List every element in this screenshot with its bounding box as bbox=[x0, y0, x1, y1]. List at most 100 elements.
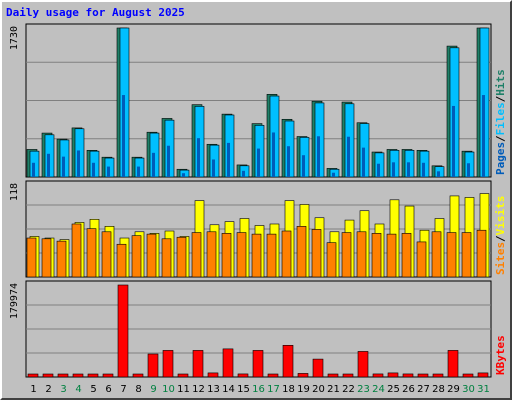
sites-bar bbox=[161, 238, 172, 278]
pages-bar bbox=[317, 136, 320, 177]
kbytes-bar bbox=[417, 373, 429, 378]
kbytes-bar bbox=[432, 373, 444, 378]
pages-bar bbox=[482, 95, 485, 177]
kbytes-bar bbox=[42, 373, 54, 378]
x-tick-label: 13 bbox=[207, 384, 220, 395]
x-tick-label: 16 bbox=[252, 384, 265, 395]
pages-bar bbox=[62, 156, 65, 177]
pages-bar bbox=[212, 159, 215, 177]
pages-bar bbox=[362, 147, 365, 177]
y-max-label: 179974 bbox=[9, 283, 20, 319]
sites-bar bbox=[266, 233, 277, 278]
y-max-label: 1730 bbox=[9, 26, 20, 50]
kbytes-bar bbox=[192, 350, 204, 378]
kbytes-bar bbox=[72, 373, 84, 378]
sites-bar bbox=[341, 232, 352, 278]
sites-bar bbox=[206, 231, 217, 278]
pages-bar bbox=[107, 166, 110, 177]
sites-bar bbox=[386, 233, 397, 278]
pages-bar bbox=[32, 162, 35, 177]
kbytes-bar bbox=[327, 373, 339, 378]
x-tick-label: 30 bbox=[462, 384, 475, 395]
pages-bar bbox=[257, 148, 260, 177]
kbytes-bar bbox=[297, 373, 309, 378]
kbytes-bar bbox=[162, 350, 174, 378]
kbytes-bar bbox=[57, 373, 69, 378]
x-tick-label: 19 bbox=[297, 384, 310, 395]
legend-separator: / bbox=[494, 135, 507, 142]
sites-bar bbox=[431, 231, 442, 278]
kbytes-bar bbox=[177, 373, 189, 378]
pages-bar bbox=[137, 166, 140, 177]
pages-bar bbox=[242, 170, 245, 177]
x-tick-label: 9 bbox=[150, 384, 156, 395]
sites-bar bbox=[326, 242, 337, 278]
sites-bar bbox=[41, 238, 52, 278]
x-tick-label: 3 bbox=[60, 384, 66, 395]
legend-pages: Pages bbox=[494, 142, 507, 175]
sites-bar bbox=[176, 236, 187, 278]
pages-bar bbox=[347, 136, 350, 177]
sites-bar bbox=[416, 241, 427, 278]
pages-bar bbox=[47, 153, 50, 177]
kbytes-bar bbox=[117, 284, 129, 378]
sites-bar bbox=[356, 231, 367, 278]
x-tick-label: 7 bbox=[120, 384, 126, 395]
x-tick-label: 4 bbox=[75, 384, 81, 395]
kbytes-bar bbox=[402, 373, 414, 378]
kbytes-bar bbox=[147, 353, 159, 378]
y-max-label: 118 bbox=[9, 183, 20, 201]
kbytes-bar bbox=[312, 358, 324, 378]
kbytes-bar bbox=[252, 350, 264, 378]
x-tick-label: 1 bbox=[30, 384, 36, 395]
sites-bar bbox=[56, 240, 67, 278]
pages-bar bbox=[452, 105, 455, 177]
x-tick-label: 15 bbox=[237, 384, 250, 395]
kbytes-bar bbox=[342, 373, 354, 378]
kbytes-bar bbox=[357, 351, 369, 378]
sites-bar bbox=[251, 233, 262, 278]
x-tick-label: 25 bbox=[387, 384, 400, 395]
pages-bar bbox=[122, 95, 125, 177]
sites-bar bbox=[296, 226, 307, 278]
kbytes-bar bbox=[267, 373, 279, 378]
x-tick-label: 18 bbox=[282, 384, 295, 395]
x-tick-label: 28 bbox=[432, 384, 445, 395]
sites-bar bbox=[446, 232, 457, 278]
kbytes-bar bbox=[387, 372, 399, 378]
kbytes-bar bbox=[207, 372, 219, 378]
x-tick-label: 20 bbox=[312, 384, 325, 395]
legend-visits: Visits bbox=[494, 196, 507, 236]
x-tick-label: 26 bbox=[402, 384, 415, 395]
x-tick-label: 31 bbox=[477, 384, 490, 395]
x-tick-label: 6 bbox=[105, 384, 111, 395]
x-tick-label: 21 bbox=[327, 384, 340, 395]
x-tick-label: 2 bbox=[45, 384, 51, 395]
x-tick-label: 24 bbox=[372, 384, 385, 395]
pages-bar bbox=[407, 162, 410, 177]
legend-files: Files bbox=[494, 102, 507, 135]
sites-bar bbox=[371, 233, 382, 278]
sites-bar bbox=[461, 232, 472, 278]
pages-bar bbox=[152, 152, 155, 177]
kbytes-bar bbox=[237, 373, 249, 378]
sites-bar bbox=[26, 237, 37, 278]
sites-bar bbox=[131, 235, 142, 278]
kbytes-bar bbox=[372, 373, 384, 378]
x-tick-label: 12 bbox=[192, 384, 205, 395]
sites-bar bbox=[71, 223, 82, 278]
sites-bar bbox=[146, 233, 157, 278]
kbytes-bar bbox=[462, 373, 474, 378]
kbytes-bar bbox=[27, 373, 39, 378]
pages-bar bbox=[467, 163, 470, 177]
pages-bar bbox=[377, 163, 380, 177]
sites-bar bbox=[101, 231, 112, 278]
x-tick-label: 10 bbox=[162, 384, 175, 395]
sites-bar bbox=[191, 232, 202, 278]
pages-bar bbox=[302, 155, 305, 177]
x-tick-label: 11 bbox=[177, 384, 190, 395]
legend-separator: / bbox=[494, 95, 507, 102]
x-tick-label: 17 bbox=[267, 384, 280, 395]
pages-bar bbox=[182, 173, 185, 177]
